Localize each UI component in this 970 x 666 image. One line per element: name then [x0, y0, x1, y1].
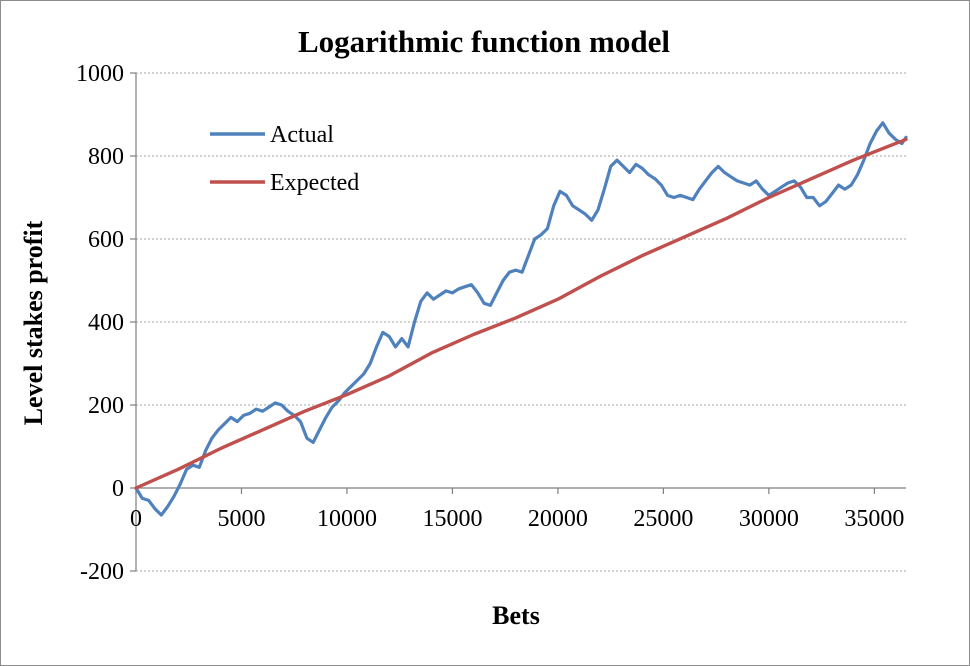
x-tick-label: 35000: [844, 506, 904, 532]
legend: Actual Expected: [210, 122, 359, 196]
x-tick-label: 10000: [317, 506, 377, 532]
y-tick-label: -200: [80, 559, 124, 585]
legend-label-actual: Actual: [270, 122, 334, 148]
y-tick-label: 0: [112, 476, 124, 502]
x-tick-label: 20000: [528, 506, 588, 532]
x-tick-label: 30000: [739, 506, 799, 532]
chart-title: Logarithmic function model: [298, 24, 670, 59]
legend-label-expected: Expected: [270, 170, 359, 196]
series-line-actual: [134, 121, 908, 517]
x-tick-label: 5000: [217, 506, 265, 532]
x-tick-label: 15000: [422, 506, 482, 532]
x-axis-title: Bets: [492, 601, 540, 630]
gridlines: [136, 72, 906, 572]
series-lines: [134, 121, 908, 517]
y-tick-label: 400: [88, 310, 124, 336]
y-tick-label: 600: [88, 227, 124, 253]
y-tick-label: 1000: [76, 61, 124, 87]
y-axis-title: Level stakes profit: [19, 220, 48, 425]
y-tick-label: 200: [88, 393, 124, 419]
y-tick-label: 800: [88, 144, 124, 170]
series-line-expected: [134, 137, 908, 490]
x-tick-label: 0: [130, 506, 142, 532]
x-tick-label: 25000: [633, 506, 693, 532]
